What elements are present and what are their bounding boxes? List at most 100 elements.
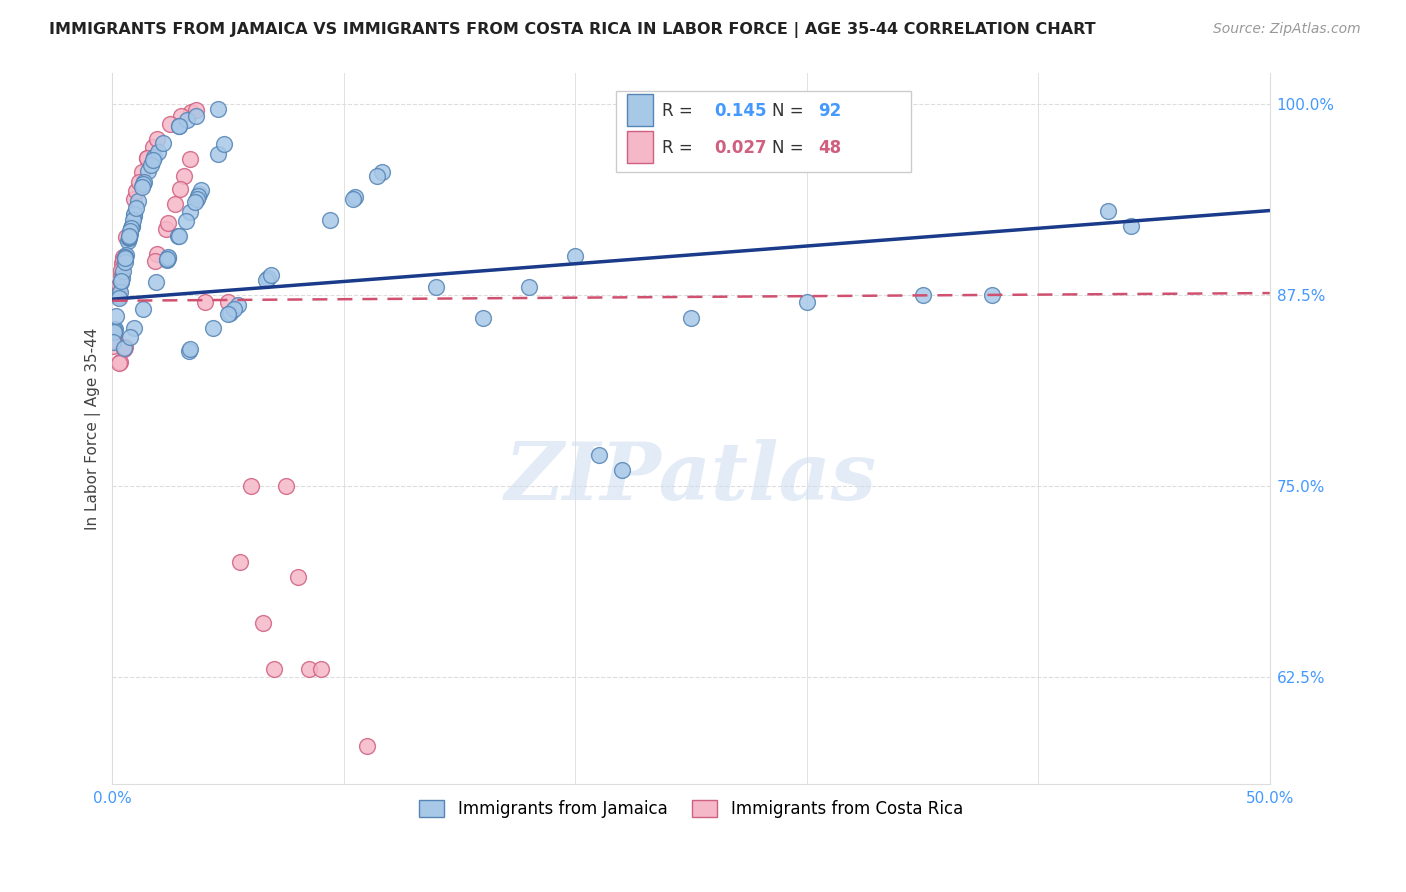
Point — [104, 322, 127, 336]
Point — [112, 341, 135, 355]
Point — [274, 478, 297, 492]
Point — [139, 158, 162, 172]
Point — [132, 178, 155, 192]
Point — [136, 151, 159, 165]
Point — [187, 187, 209, 202]
Point — [186, 192, 208, 206]
Text: R =: R = — [662, 102, 699, 120]
Point — [128, 175, 150, 189]
Text: 0.027: 0.027 — [714, 138, 766, 157]
Point — [108, 356, 131, 370]
Point — [120, 224, 142, 238]
Point — [298, 662, 321, 676]
Point — [146, 247, 169, 261]
Point — [107, 283, 129, 297]
Point — [588, 448, 610, 462]
Point — [101, 339, 124, 353]
Point — [131, 164, 153, 178]
Point — [179, 205, 201, 219]
Text: 48: 48 — [818, 138, 842, 157]
Point — [108, 285, 131, 299]
Point — [115, 230, 138, 244]
Y-axis label: In Labor Force | Age 35-44: In Labor Force | Age 35-44 — [86, 327, 101, 530]
Point — [111, 264, 134, 278]
Point — [111, 253, 134, 268]
Text: IMMIGRANTS FROM JAMAICA VS IMMIGRANTS FROM COSTA RICA IN LABOR FORCE | AGE 35-44: IMMIGRANTS FROM JAMAICA VS IMMIGRANTS FR… — [49, 22, 1095, 38]
Point — [114, 248, 136, 262]
Point — [118, 230, 141, 244]
Point — [117, 234, 139, 248]
Point — [564, 249, 586, 263]
Point — [981, 287, 1004, 301]
Bar — [627, 95, 652, 127]
Point — [146, 145, 169, 159]
Point — [108, 278, 131, 293]
Point — [145, 275, 167, 289]
Point — [103, 333, 125, 347]
Point — [157, 250, 180, 264]
Point — [101, 334, 124, 349]
Point — [155, 221, 177, 235]
Point — [156, 252, 179, 267]
Point — [103, 324, 125, 338]
Point — [167, 119, 190, 133]
Point — [118, 230, 141, 244]
Text: N =: N = — [772, 102, 808, 120]
Point — [217, 295, 239, 310]
Point — [105, 309, 128, 323]
Point — [344, 190, 367, 204]
Point — [517, 280, 540, 294]
Point — [121, 219, 143, 233]
Point — [167, 229, 190, 244]
Point — [217, 307, 239, 321]
Point — [108, 354, 131, 368]
Point — [796, 295, 818, 310]
Point — [471, 310, 494, 325]
Point — [287, 570, 309, 584]
Point — [319, 213, 342, 227]
Point — [152, 136, 174, 151]
Point — [194, 295, 217, 310]
Point — [222, 302, 245, 317]
Point — [356, 739, 378, 753]
Text: 92: 92 — [818, 102, 842, 120]
Point — [110, 274, 132, 288]
Point — [103, 326, 125, 341]
Point — [176, 113, 198, 128]
Point — [681, 310, 703, 325]
Point — [114, 251, 136, 265]
Point — [111, 256, 134, 270]
Point — [114, 254, 136, 268]
Point — [610, 463, 633, 477]
Point — [163, 196, 186, 211]
Point — [254, 272, 277, 286]
Point — [122, 213, 145, 227]
Point — [136, 164, 159, 178]
Point — [257, 270, 280, 285]
Point — [169, 182, 191, 196]
Point — [122, 192, 145, 206]
Text: 0.145: 0.145 — [714, 102, 766, 120]
Point — [122, 321, 145, 335]
Point — [132, 302, 155, 317]
Point — [174, 214, 197, 228]
Point — [118, 227, 141, 241]
Point — [207, 102, 229, 116]
Point — [125, 201, 148, 215]
Point — [1097, 203, 1119, 218]
Point — [1119, 219, 1142, 233]
Point — [371, 165, 394, 179]
Point — [202, 321, 225, 335]
Point — [229, 555, 252, 569]
Point — [114, 340, 136, 354]
Point — [124, 207, 146, 221]
Point — [156, 216, 179, 230]
Point — [167, 119, 190, 133]
Point — [112, 250, 135, 264]
Point — [190, 182, 212, 196]
Point — [219, 305, 242, 319]
Point — [911, 287, 934, 301]
Point — [146, 131, 169, 145]
Point — [187, 189, 209, 203]
Point — [263, 662, 285, 676]
